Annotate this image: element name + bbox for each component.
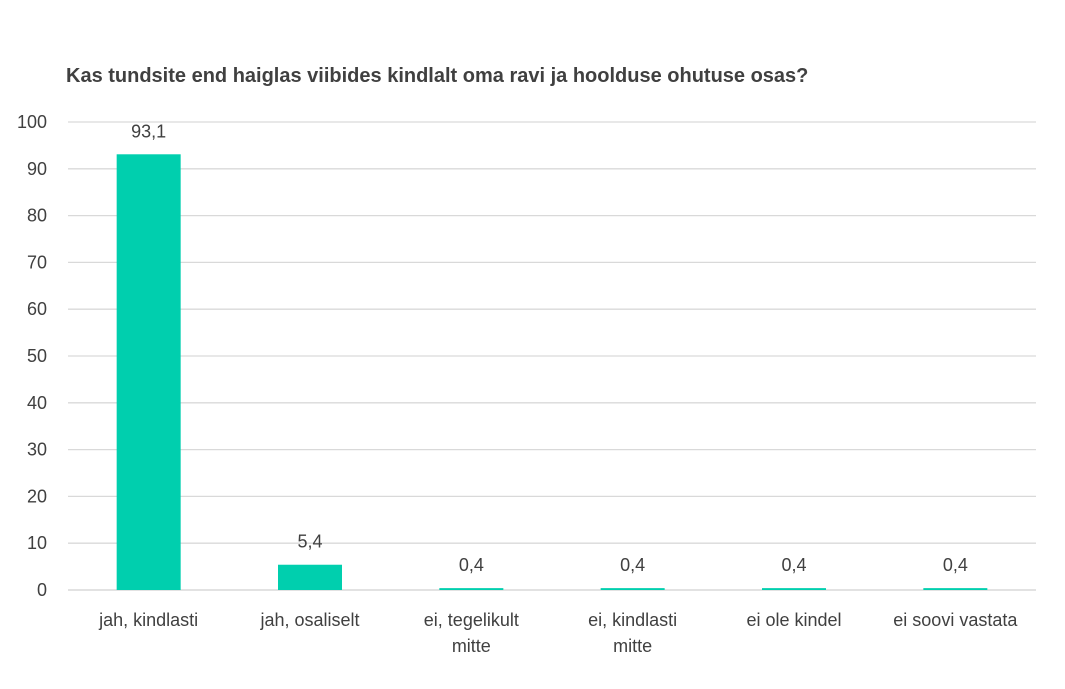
bar <box>439 588 504 590</box>
gridlines <box>68 121 1036 591</box>
y-tick-label: 80 <box>27 206 47 226</box>
y-tick-label: 40 <box>27 393 47 413</box>
chart-title: Kas tundsite end haiglas viibides kindla… <box>66 65 808 87</box>
data-label: 0,4 <box>620 555 645 575</box>
data-label: 0,4 <box>781 555 806 575</box>
x-tick-label: ei soovi vastata <box>893 610 1018 630</box>
y-tick-label: 10 <box>27 533 47 553</box>
y-tick-label: 70 <box>27 252 47 272</box>
x-axis-ticks: jah, kindlasti jah, osaliselt ei, tegeliku… <box>98 610 1018 656</box>
data-label: 0,4 <box>943 555 968 575</box>
y-tick-label: 0 <box>37 580 47 600</box>
y-tick-label: 50 <box>27 346 47 366</box>
bars <box>116 154 988 591</box>
data-labels: 93,1 5,4 0,4 0,4 0,4 0,4 <box>131 121 968 575</box>
y-tick-label: 20 <box>27 486 47 506</box>
x-tick-label: ei, tegelikult mitte <box>424 610 519 656</box>
data-label: 5,4 <box>297 532 322 552</box>
y-axis-ticks: 0 10 20 30 40 50 60 70 80 90 100 <box>17 112 47 600</box>
y-tick-label: 90 <box>27 159 47 179</box>
y-tick-label: 30 <box>27 440 47 460</box>
x-tick-label: jah, osaliselt <box>259 610 359 630</box>
x-tick-label: ei, kindlasti mitte <box>588 610 677 656</box>
data-label: 0,4 <box>459 555 484 575</box>
bar <box>116 154 181 591</box>
y-tick-label: 100 <box>17 112 47 132</box>
x-tick-label: ei ole kindel <box>746 610 841 630</box>
bar <box>762 588 826 590</box>
bar <box>278 564 342 590</box>
y-tick-label: 60 <box>27 299 47 319</box>
x-tick-label: jah, kindlasti <box>98 610 198 630</box>
bar <box>923 588 988 590</box>
data-label: 93,1 <box>131 121 166 141</box>
bar <box>600 588 665 590</box>
